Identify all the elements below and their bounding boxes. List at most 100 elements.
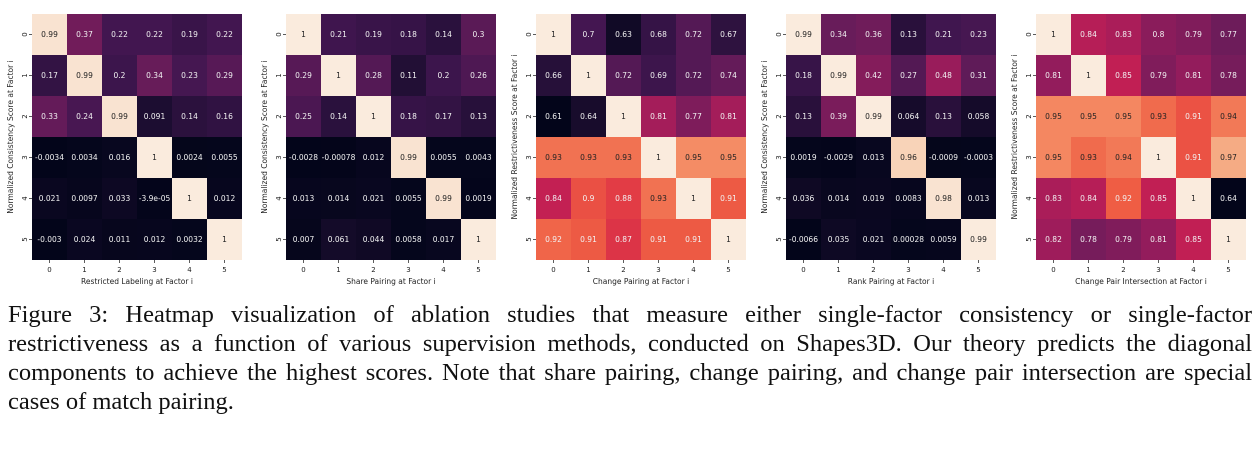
y-tick-label: 0 [1025, 32, 1033, 36]
x-tick-label: 4 [691, 266, 696, 274]
heatmap-cell-3-3 [891, 137, 926, 178]
heatmap-cell-3-2 [856, 137, 891, 178]
cell-value-label: 0.33 [41, 112, 58, 121]
heatmap-cell-0-1 [821, 14, 856, 55]
cell-value-label: 1 [691, 194, 696, 203]
cell-value-label: 0.012 [214, 194, 236, 203]
heatmap-cell-1-3 [137, 55, 172, 96]
x-tick-label: 1 [336, 266, 340, 274]
cell-value-label: 0.34 [830, 30, 847, 39]
heatmap-cell-5-4 [1176, 219, 1211, 260]
heatmap-cell-5-5 [711, 219, 746, 260]
cell-value-label: 0.13 [470, 112, 487, 121]
cell-value-label: 0.39 [830, 112, 847, 121]
heatmap-cell-3-2 [102, 137, 137, 178]
cell-value-label: 0.67 [720, 30, 737, 39]
heatmap-cell-2-0 [32, 96, 67, 137]
cell-value-label: 0.87 [615, 235, 632, 244]
heatmap-cell-2-4 [676, 96, 711, 137]
cell-value-label: 0.91 [580, 235, 597, 244]
cell-value-label: -3.9e-05 [139, 194, 171, 203]
cell-value-label: 0.95 [685, 153, 702, 162]
heatmap-cell-0-2 [356, 14, 391, 55]
heatmap-cell-3-2 [356, 137, 391, 178]
heatmap-cell-5-0 [786, 219, 821, 260]
cell-value-label: 0.22 [146, 30, 163, 39]
heatmap-cell-2-2 [356, 96, 391, 137]
cell-value-label: 0.23 [970, 30, 987, 39]
cell-value-label: 0.18 [400, 30, 417, 39]
cell-value-label: 0.012 [363, 153, 385, 162]
heatmap-cell-1-1 [1071, 55, 1106, 96]
cell-value-label: 0.93 [1150, 112, 1167, 121]
cell-value-label: 0.99 [76, 71, 93, 80]
heatmap-cell-4-1 [571, 178, 606, 219]
y-tick-label: 5 [275, 237, 283, 241]
cell-value-label: 0.19 [181, 30, 198, 39]
cell-value-label: 1 [726, 235, 731, 244]
x-tick-label: 5 [976, 266, 980, 274]
cell-value-label: 0.93 [650, 194, 667, 203]
heatmap-cell-4-0 [286, 178, 321, 219]
heatmap-cell-4-3 [137, 178, 172, 219]
x-tick-label: 1 [1086, 266, 1090, 274]
cell-value-label: 0.34 [146, 71, 163, 80]
x-tick-label: 5 [726, 266, 730, 274]
cell-value-label: 0.3 [473, 30, 485, 39]
cell-value-label: 1 [187, 194, 192, 203]
figure-caption: Figure 3: Heatmap visualization of ablat… [8, 301, 1252, 415]
y-tick-label: 5 [21, 237, 29, 241]
heatmap-cell-0-1 [1071, 14, 1106, 55]
y-tick-label: 4 [1025, 196, 1033, 201]
heatmap-cell-2-2 [606, 96, 641, 137]
cell-value-label: 0.012 [144, 235, 166, 244]
cell-value-label: 0.17 [435, 112, 452, 121]
heatmap-cell-5-1 [67, 219, 102, 260]
cell-value-label: 0.91 [720, 194, 737, 203]
y-tick-label: 4 [21, 196, 29, 201]
cell-value-label: 0.24 [76, 112, 93, 121]
heatmap-cell-2-1 [821, 96, 856, 137]
heatmap-cell-2-5 [1211, 96, 1246, 137]
cell-value-label: 0.31 [970, 71, 987, 80]
heatmap-cell-1-0 [1036, 55, 1071, 96]
heatmap-cell-3-0 [286, 137, 321, 178]
cell-value-label: 0.021 [863, 235, 885, 244]
heatmap-cell-4-3 [641, 178, 676, 219]
heatmap-cell-1-0 [536, 55, 571, 96]
cell-value-label: 0.044 [363, 235, 385, 244]
cell-value-label: 1 [656, 153, 661, 162]
heatmap-cell-2-2 [1106, 96, 1141, 137]
heatmap-cell-2-4 [426, 96, 461, 137]
y-tick-label: 0 [275, 32, 283, 36]
cell-value-label: 0.21 [935, 30, 952, 39]
cell-value-label: 1 [371, 112, 376, 121]
heatmap-cell-3-4 [426, 137, 461, 178]
heatmap-cell-4-4 [926, 178, 961, 219]
heatmap-cell-3-3 [137, 137, 172, 178]
y-tick-label: 3 [1025, 155, 1033, 159]
heatmap-cell-4-1 [821, 178, 856, 219]
cell-value-label: 0.64 [1220, 194, 1237, 203]
heatmap-cell-1-4 [676, 55, 711, 96]
cell-value-label: 0.007 [293, 235, 315, 244]
x-tick-label: 1 [836, 266, 840, 274]
heatmap-cell-4-4 [172, 178, 207, 219]
heatmap-cell-5-2 [1106, 219, 1141, 260]
heatmap-cell-2-4 [926, 96, 961, 137]
cell-value-label: 0.84 [1080, 30, 1097, 39]
cell-value-label: 0.83 [1045, 194, 1062, 203]
heatmap-cell-1-1 [67, 55, 102, 96]
figure-heatmaps: 0.99 0.37 0.22 0.22 0.19 0.22 0.17 0.99 0.2 0.34 0… [6, 14, 1246, 286]
heatmap-cell-4-1 [321, 178, 356, 219]
heatmap-cell-4-2 [856, 178, 891, 219]
cell-value-label: 1 [301, 30, 306, 39]
heatmap-cell-2-0 [786, 96, 821, 137]
x-tick-label: 2 [371, 266, 375, 274]
heatmap-cell-1-2 [102, 55, 137, 96]
cell-value-label: -0.0009 [929, 153, 958, 162]
heatmap-cell-3-1 [1071, 137, 1106, 178]
y-tick-label: 1 [1025, 73, 1033, 77]
cell-value-label: 0.42 [865, 71, 882, 80]
heatmap-cell-1-1 [571, 55, 606, 96]
